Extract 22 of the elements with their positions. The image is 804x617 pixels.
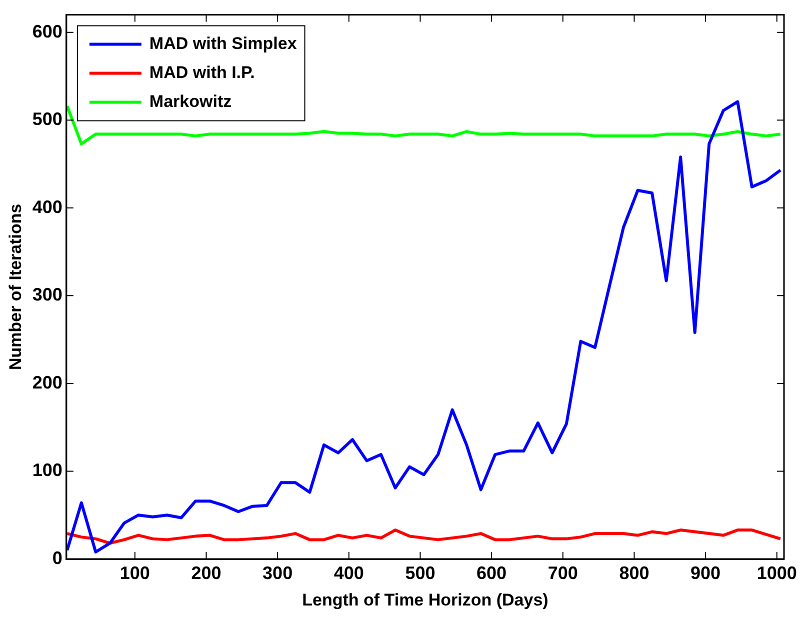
x-tick-label: 500 [405,562,436,583]
x-tick-label: 600 [476,562,507,583]
y-tick-label: 100 [32,460,62,480]
x-tick-label: 700 [548,562,578,583]
legend-label: MAD with I.P. [149,62,255,82]
x-tick-label: 800 [619,562,650,583]
y-tick-label: 400 [32,196,62,217]
legend-label: MAD with Simplex [149,34,298,53]
x-tick-label: 100 [120,562,150,583]
x-tick-label: 900 [690,562,721,583]
y-tick-label: 500 [32,109,62,130]
x-axis-title: Length of Time Horizon (Days) [302,590,548,610]
y-tick-label: 300 [32,284,62,305]
legend-label: Markowitz [149,92,232,111]
x-tick-label: 300 [262,562,293,583]
x-tick-label: 400 [334,562,364,583]
y-tick-label: 0 [52,548,62,568]
y-axis-title: Number of Iterations [6,204,25,370]
x-tick-label: 200 [191,562,222,583]
x-tick-label: 1000 [756,562,797,583]
y-tick-label: 200 [32,372,62,392]
y-tick-label: 600 [32,21,62,42]
